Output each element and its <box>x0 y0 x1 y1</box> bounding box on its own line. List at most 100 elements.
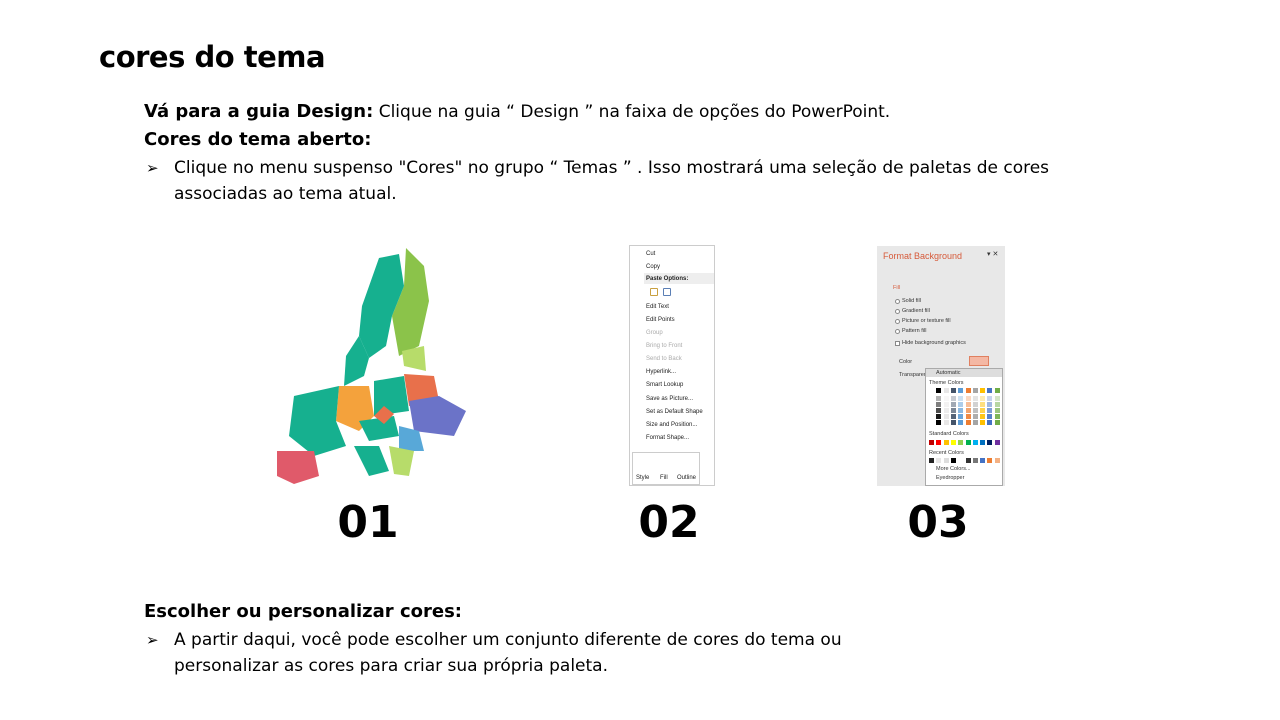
color-swatch <box>929 396 934 401</box>
step-customize-text-cont: personalizar as cores para criar sua pró… <box>174 656 608 676</box>
palette-eyedropper: Eyedropper <box>936 475 965 481</box>
color-swatch <box>965 458 971 463</box>
menu-item-copy: Copy <box>646 264 661 270</box>
color-swatch <box>936 388 942 393</box>
color-swatch <box>958 408 964 413</box>
color-swatch <box>965 388 971 393</box>
map-region <box>409 396 466 436</box>
palette-recent-heading: Recent Colors <box>929 450 964 456</box>
map-region <box>344 336 369 386</box>
color-swatch <box>943 396 949 401</box>
color-swatch <box>950 414 956 419</box>
color-swatch <box>972 414 978 419</box>
format-background-image: Format Background ▾ ✕ Fill Solid fill Gr… <box>877 246 1005 486</box>
menu-item-send-back: Send to Back <box>646 356 682 362</box>
color-swatch <box>958 420 964 425</box>
step-design-label: Vá para a guia Design: <box>144 101 374 122</box>
color-swatch <box>958 388 964 393</box>
color-swatch <box>994 388 1000 393</box>
map-region <box>389 446 414 476</box>
panel-title: Format Background <box>883 251 963 261</box>
menu-item-smart-lookup: Smart Lookup <box>646 382 684 388</box>
color-swatch <box>950 396 956 401</box>
color-swatch <box>994 440 1000 445</box>
color-swatch <box>965 402 971 407</box>
step-design: Vá para a guia Design: Clique na guia “ … <box>144 101 890 122</box>
color-swatch <box>994 420 1000 425</box>
color-swatch <box>943 402 949 407</box>
color-swatch <box>994 396 1000 401</box>
color-swatch <box>936 420 942 425</box>
label-03: 03 <box>907 497 969 548</box>
label-02: 02 <box>638 497 700 548</box>
color-swatch <box>965 420 971 425</box>
menu-item-paste-options: Paste Options: <box>646 276 689 282</box>
arrow-bullet-icon: ➢ <box>146 159 159 177</box>
map-region <box>399 426 424 451</box>
color-swatch <box>972 458 978 463</box>
step-colors-text-cont: associadas ao tema atual. <box>174 184 397 204</box>
color-swatch <box>950 440 956 445</box>
palette-automatic: Automatic <box>936 370 961 376</box>
map-region <box>359 416 399 441</box>
color-swatch <box>929 408 934 413</box>
color-swatch <box>936 396 942 401</box>
color-swatch <box>980 420 986 425</box>
color-swatch <box>936 402 942 407</box>
map-region <box>374 376 409 416</box>
color-swatch <box>965 414 971 419</box>
label-01: 01 <box>337 497 399 548</box>
menu-item-edit-points: Edit Points <box>646 317 675 323</box>
color-swatch <box>950 420 956 425</box>
map-region <box>289 386 346 456</box>
color-swatch <box>929 420 934 425</box>
color-swatch <box>972 396 978 401</box>
color-swatch <box>987 414 993 419</box>
color-swatch <box>943 408 949 413</box>
hide-bg-checkbox: Hide background graphics <box>902 340 966 346</box>
color-swatch <box>987 396 993 401</box>
context-menu-image: Cut Copy Paste Options: Edit Text Edit P… <box>629 245 715 486</box>
color-swatch <box>936 414 942 419</box>
color-swatch <box>980 388 986 393</box>
color-swatch <box>950 458 956 463</box>
option-gradient: Gradient fill <box>902 308 930 314</box>
color-swatch <box>972 388 978 393</box>
color-swatch <box>943 420 949 425</box>
color-swatch <box>950 388 956 393</box>
color-swatch <box>987 388 993 393</box>
color-swatch <box>965 396 971 401</box>
color-swatch <box>958 402 964 407</box>
step-customize-heading: Escolher ou personalizar cores: <box>144 601 462 622</box>
menu-item-default-shape: Set as Default Shape <box>646 409 703 415</box>
color-swatch <box>987 402 993 407</box>
option-pattern: Pattern fill <box>902 328 927 334</box>
color-swatch <box>943 440 949 445</box>
menu-item-size-position: Size and Position... <box>646 422 698 428</box>
color-swatch <box>987 458 993 463</box>
color-swatch <box>972 408 978 413</box>
color-swatch <box>994 408 1000 413</box>
menu-item-bring-front: Bring to Front <box>646 343 683 349</box>
menu-item-cut: Cut <box>646 251 656 257</box>
color-swatch <box>980 402 986 407</box>
map-region <box>277 451 319 484</box>
europe-map-image <box>277 248 466 484</box>
map-region <box>359 254 404 358</box>
color-swatch <box>958 458 964 463</box>
color-label: Color <box>899 359 913 365</box>
color-swatch <box>958 440 964 445</box>
color-swatch <box>980 396 986 401</box>
slide-title: cores do tema <box>99 40 326 74</box>
fill-section: Fill <box>893 285 901 291</box>
palette-standard-heading: Standard Colors <box>929 431 969 437</box>
step-design-text: Clique na guia “ Design ” na faixa de op… <box>373 102 891 122</box>
close-icon: ▾ ✕ <box>987 251 999 258</box>
color-swatch <box>936 458 942 463</box>
color-swatch <box>987 440 993 445</box>
palette-theme-heading: Theme Colors <box>929 380 964 386</box>
color-swatch <box>987 420 993 425</box>
color-swatch <box>943 414 949 419</box>
color-swatch <box>936 408 942 413</box>
arrow-bullet-icon: ➢ <box>146 631 159 649</box>
